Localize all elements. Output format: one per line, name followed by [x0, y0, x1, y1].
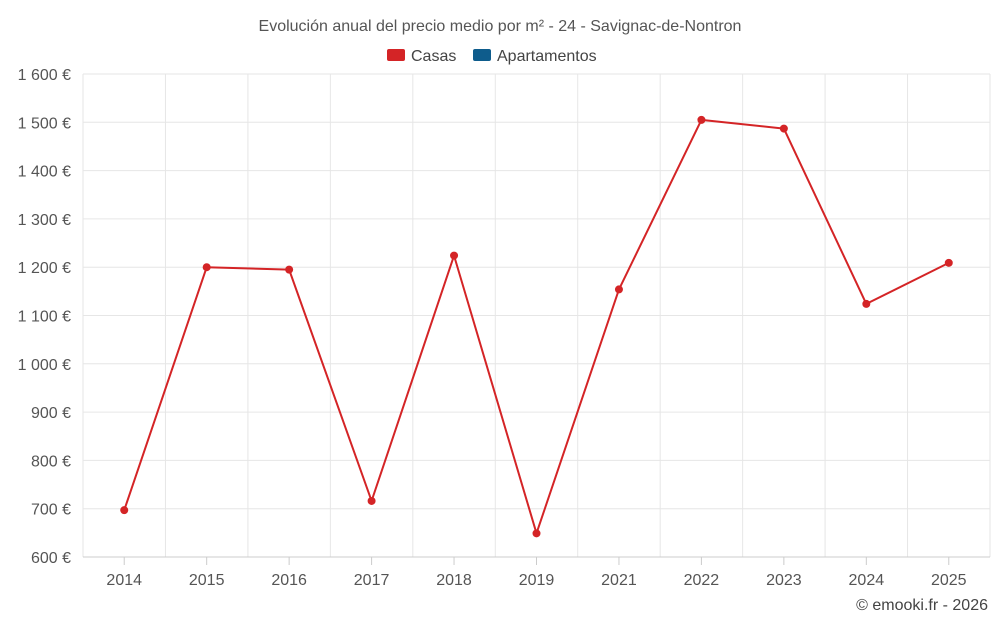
- data-point[interactable]: [120, 506, 129, 515]
- legend-item-apartamentos[interactable]: Apartamentos: [473, 48, 597, 65]
- legend-item-casas[interactable]: Casas: [387, 48, 456, 65]
- x-tick-label: 2024: [849, 572, 885, 589]
- data-point[interactable]: [862, 299, 871, 308]
- y-tick-label: 1 000 €: [18, 357, 71, 374]
- data-point[interactable]: [779, 124, 788, 133]
- x-tick-label: 2022: [684, 572, 720, 589]
- x-axis-ticks: 2014 2015 2016 2017 2018 2019 2021 2022 2023 2024…: [106, 557, 967, 589]
- data-point[interactable]: [202, 263, 211, 272]
- x-tick-label: 2014: [106, 572, 142, 589]
- x-tick-label: 2023: [766, 572, 802, 589]
- y-tick-label: 1 300 €: [18, 212, 71, 229]
- legend-label-apartamentos: Apartamentos: [497, 48, 597, 65]
- chart-title: Evolución anual del precio medio por m² …: [259, 18, 742, 35]
- y-tick-label: 800 €: [31, 453, 71, 470]
- x-tick-label: 2021: [601, 572, 637, 589]
- x-tick-label: 2025: [931, 572, 967, 589]
- data-point[interactable]: [367, 496, 376, 505]
- x-tick-label: 2019: [519, 572, 555, 589]
- data-point[interactable]: [614, 285, 623, 294]
- series-layer: [120, 115, 953, 538]
- y-tick-label: 1 500 €: [18, 115, 71, 132]
- x-tick-label: 2015: [189, 572, 225, 589]
- data-point[interactable]: [532, 529, 541, 538]
- y-tick-label: 1 100 €: [18, 309, 71, 326]
- data-point[interactable]: [285, 265, 294, 274]
- credit-text: © emooki.fr - 2026: [856, 597, 988, 614]
- legend-swatch-casas: [387, 49, 405, 61]
- legend-swatch-apartamentos: [473, 49, 491, 61]
- x-tick-label: 2017: [354, 572, 390, 589]
- legend: Casas Apartamentos: [387, 48, 597, 65]
- y-tick-label: 900 €: [31, 405, 71, 422]
- x-tick-label: 2016: [271, 572, 307, 589]
- y-axis-ticks: 600 € 700 € 800 € 900 € 1 000 € 1 100 € 1 200 …: [18, 67, 71, 567]
- data-point[interactable]: [697, 115, 706, 124]
- grid: [82, 73, 991, 557]
- y-tick-label: 700 €: [31, 502, 71, 519]
- data-point[interactable]: [944, 258, 953, 267]
- x-tick-label: 2018: [436, 572, 472, 589]
- y-tick-label: 1 400 €: [18, 164, 71, 181]
- data-point[interactable]: [450, 251, 459, 260]
- y-tick-label: 1 200 €: [18, 260, 71, 277]
- y-tick-label: 1 600 €: [18, 67, 71, 84]
- y-tick-label: 600 €: [31, 550, 71, 567]
- legend-label-casas: Casas: [411, 48, 456, 65]
